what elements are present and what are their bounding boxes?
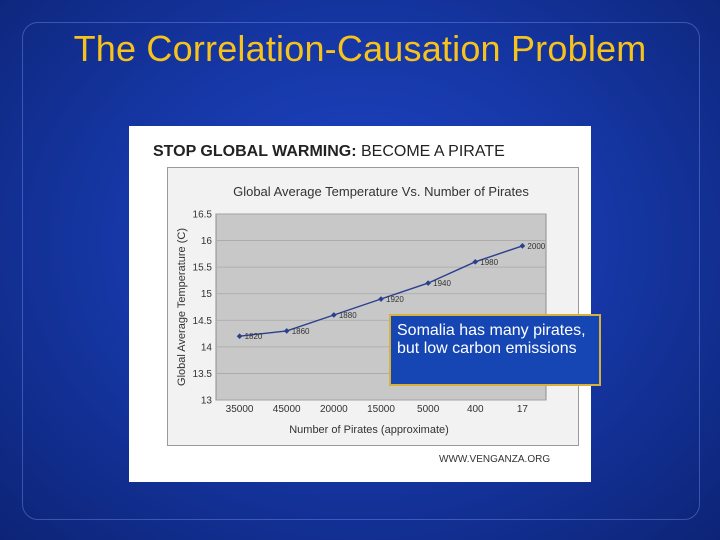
data-point bbox=[378, 296, 384, 302]
point-label: 1980 bbox=[480, 258, 498, 267]
data-point bbox=[236, 333, 243, 340]
x-tick-labels: 35000 45000 20000 15000 5000 400 17 bbox=[226, 404, 529, 415]
figure-headline: STOP GLOBAL WARMING: BECOME A PIRATE bbox=[153, 143, 505, 161]
x-tick-label: 15000 bbox=[367, 404, 395, 415]
y-tick-label: 15 bbox=[201, 289, 213, 300]
y-tick-labels: 13 13.5 14 14.5 15 15.5 16 16.5 bbox=[193, 210, 213, 407]
data-point bbox=[283, 328, 290, 334]
point-label: 1920 bbox=[386, 295, 404, 304]
x-tick-label: 400 bbox=[467, 404, 484, 415]
y-tick-label: 16 bbox=[201, 236, 213, 247]
data-point bbox=[425, 280, 431, 286]
y-tick-label: 13 bbox=[201, 396, 213, 407]
chart-figure: STOP GLOBAL WARMING: BECOME A PIRATE 13 1… bbox=[129, 126, 591, 482]
y-tick-label: 15.5 bbox=[193, 263, 213, 274]
data-point bbox=[331, 312, 337, 318]
point-label: 1860 bbox=[292, 327, 310, 336]
y-tick-label: 14 bbox=[201, 342, 213, 353]
slide-title: The Correlation-Causation Problem bbox=[73, 28, 647, 69]
data-point bbox=[519, 243, 526, 249]
callout-box: Somalia has many pirates, but low carbon… bbox=[389, 314, 601, 386]
data-points bbox=[236, 243, 526, 340]
chart-svg: 13 13.5 14 14.5 15 15.5 16 16.5 35000 45000 20000… bbox=[176, 184, 550, 465]
y-tick-label: 16.5 bbox=[193, 210, 213, 221]
y-tick-label: 13.5 bbox=[193, 369, 213, 380]
point-label: 2000 bbox=[527, 242, 545, 251]
headline-rest: BECOME A PIRATE bbox=[356, 143, 505, 160]
point-label: 1880 bbox=[339, 311, 357, 320]
y-tick-label: 14.5 bbox=[193, 316, 213, 327]
slide-frame bbox=[22, 22, 700, 520]
x-tick-label: 35000 bbox=[226, 404, 254, 415]
x-tick-label: 45000 bbox=[273, 404, 301, 415]
point-label: 1940 bbox=[433, 279, 451, 288]
chart-title: Global Average Temperature Vs. Number of… bbox=[233, 184, 529, 199]
x-axis-label: Number of Pirates (approximate) bbox=[289, 424, 449, 436]
point-label: 1820 bbox=[245, 332, 263, 341]
headline-bold: STOP GLOBAL WARMING: bbox=[153, 143, 357, 160]
x-tick-label: 20000 bbox=[320, 404, 348, 415]
credit-text: WWW.VENGANZA.ORG bbox=[439, 454, 550, 465]
point-labels: 1820 1860 1880 1920 1940 1980 2000 bbox=[245, 242, 546, 341]
x-tick-label: 17 bbox=[517, 404, 529, 415]
data-point bbox=[472, 259, 479, 265]
y-axis-label: Global Average Temperature (C) bbox=[176, 228, 188, 386]
x-tick-label: 5000 bbox=[417, 404, 440, 415]
